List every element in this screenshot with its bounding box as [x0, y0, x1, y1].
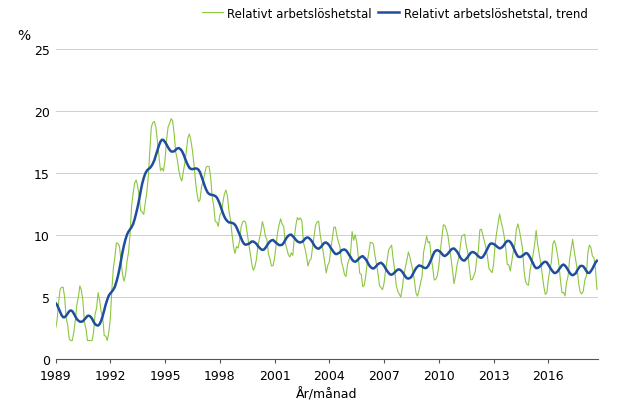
- Relativt arbetslöshetstal: [199, 179, 207, 184]
- Relativt arbetslöshetstal: [67, 338, 75, 343]
- Relativt arbetslöshetstal: [178, 179, 186, 184]
- Relativt arbetslöshetstal, trend: [347, 255, 354, 260]
- Relativt arbetslöshetstal, trend: [104, 297, 111, 302]
- Text: %: %: [17, 29, 31, 43]
- Relativt arbetslöshetstal: [104, 338, 111, 343]
- X-axis label: År/månad: År/månad: [296, 387, 358, 401]
- Relativt arbetslöshetstal, trend: [178, 149, 186, 154]
- Relativt arbetslöshetstal, trend: [94, 323, 102, 328]
- Relativt arbetslöshetstal, trend: [267, 239, 274, 244]
- Relativt arbetslöshetstal: [347, 251, 354, 256]
- Relativt arbetslöshetstal: [594, 287, 601, 292]
- Relativt arbetslöshetstal: [167, 117, 175, 122]
- Relativt arbetslöshetstal: [52, 326, 59, 331]
- Relativt arbetslöshetstal, trend: [594, 259, 601, 263]
- Relativt arbetslöshetstal: [244, 231, 251, 236]
- Line: Relativt arbetslöshetstal: Relativt arbetslöshetstal: [56, 119, 597, 341]
- Legend: Relativt arbetslöshetstal, Relativt arbetslöshetstal, trend: Relativt arbetslöshetstal, Relativt arbe…: [197, 3, 592, 25]
- Relativt arbetslöshetstal, trend: [159, 138, 166, 143]
- Relativt arbetslöshetstal, trend: [199, 179, 207, 184]
- Relativt arbetslöshetstal, trend: [52, 301, 59, 306]
- Line: Relativt arbetslöshetstal, trend: Relativt arbetslöshetstal, trend: [56, 140, 597, 326]
- Relativt arbetslöshetstal: [267, 257, 274, 262]
- Relativt arbetslöshetstal, trend: [244, 242, 251, 247]
